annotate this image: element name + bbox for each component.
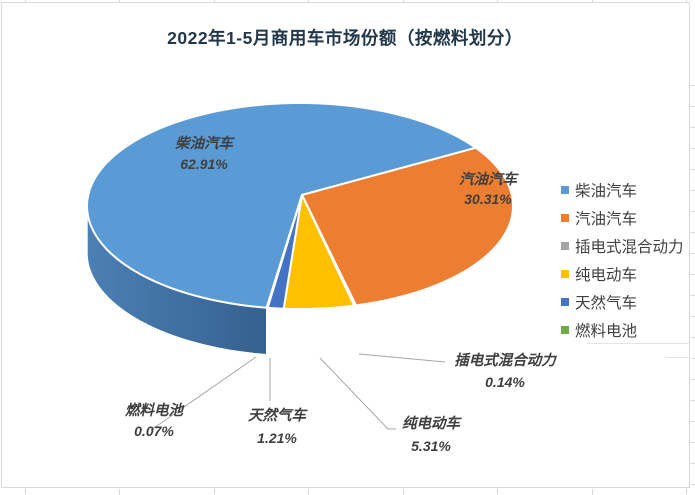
- data-label-name: 汽油汽车: [459, 172, 517, 188]
- data-label-bev[interactable]: 纯电动车 5.31%: [402, 413, 460, 457]
- legend: 柴油汽车汽油汽车插电式混合动力 纯电动车天然气车燃料电池: [561, 176, 684, 344]
- leader-line-bev: [319, 357, 396, 430]
- data-label-value: 0.14%: [485, 374, 525, 390]
- legend-item-bev[interactable]: 纯电动车: [561, 260, 684, 288]
- leader-line-fuel-cell: [150, 356, 257, 431]
- pie-top-surfaces: [86, 102, 514, 310]
- data-label-name: 柴油汽车: [175, 136, 233, 152]
- data-label-name: 纯电动车: [402, 416, 460, 432]
- legend-marker-icon: [561, 242, 569, 250]
- legend-label: 柴油汽车: [575, 183, 638, 200]
- legend-marker-icon: [561, 326, 569, 334]
- pie-slice-gasoline[interactable]: [301, 146, 514, 307]
- legend-marker-icon: [561, 214, 569, 222]
- pie-slice-bev[interactable]: [282, 194, 356, 310]
- legend-item-fuel-cell[interactable]: 燃料电池: [561, 316, 684, 344]
- data-label-name: 天然气车: [248, 408, 306, 424]
- data-label-value: 1.21%: [257, 430, 297, 446]
- data-label-value: 30.31%: [464, 191, 512, 207]
- data-label-value: 5.31%: [411, 438, 451, 454]
- legend-marker-icon: [561, 186, 569, 194]
- data-label-gasoline[interactable]: 汽油汽车 30.31%: [459, 171, 517, 209]
- legend-label: 插电式混合动力: [575, 239, 684, 256]
- data-label-diesel[interactable]: 柴油汽车 62.91%: [175, 134, 233, 174]
- pie-slice-diesel[interactable]: [86, 102, 477, 309]
- legend-label: 纯电动车: [575, 267, 638, 284]
- pie-slice-fuel-cell[interactable]: [265, 194, 303, 309]
- data-label-fuel-cell[interactable]: 燃料电池 0.07%: [125, 401, 183, 441]
- data-label-value: 62.91%: [180, 156, 228, 172]
- legend-item-phev[interactable]: 插电式混合动力: [561, 232, 684, 260]
- legend-label: 汽油汽车: [575, 211, 638, 228]
- legend-item-gasoline[interactable]: 汽油汽车: [561, 204, 684, 232]
- legend-marker-icon: [561, 298, 569, 306]
- legend-label: 天然气车: [575, 295, 638, 312]
- chart-title[interactable]: 2022年1-5月商用车市场份额（按燃料划分）: [167, 28, 523, 48]
- data-label-value: 0.07%: [134, 423, 174, 439]
- data-label-cng[interactable]: 天然气车 1.21%: [248, 405, 306, 449]
- data-label-name: 燃料电池: [125, 403, 183, 419]
- legend-item-diesel[interactable]: 柴油汽车: [561, 176, 684, 204]
- data-label-name: 插电式混合动力: [454, 353, 556, 369]
- data-label-phev[interactable]: 插电式混合动力 0.14%: [454, 351, 556, 393]
- leader-line-phev: [358, 353, 446, 363]
- legend-marker-icon: [561, 270, 569, 278]
- legend-label: 燃料电池: [575, 323, 638, 340]
- leader-lines: [150, 353, 446, 431]
- legend-item-cng[interactable]: 天然气车: [561, 288, 684, 316]
